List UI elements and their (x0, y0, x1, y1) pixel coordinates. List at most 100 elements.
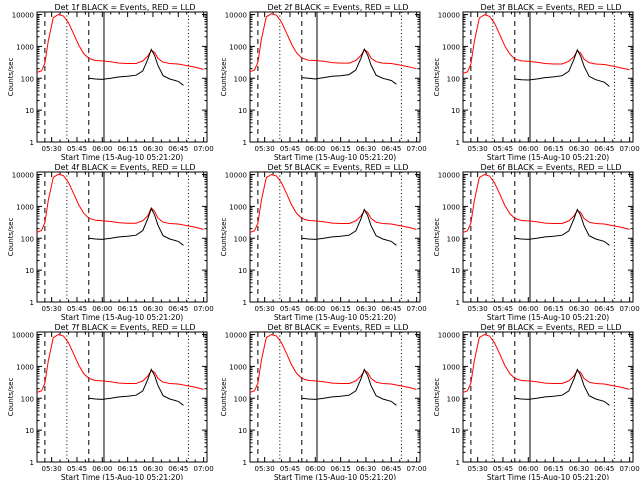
x-tick-label: 07:00 (194, 465, 214, 473)
y-tick-label: 1000 (229, 203, 247, 211)
x-axis-label: Start Time (15-Aug-10 05:21:20) (274, 153, 396, 162)
events-series-line (301, 208, 397, 246)
y-tick-label: 10000 (12, 172, 34, 180)
y-tick-label: 10 (451, 107, 460, 115)
x-tick-label: 05:30 (255, 465, 275, 473)
panel-title: Det 6f BLACK = Events, RED = LLD (480, 163, 621, 172)
x-tick-label: 05:30 (255, 305, 275, 313)
x-tick-label: 05:45 (67, 465, 87, 473)
y-axis-label: Counts/sec (220, 378, 228, 417)
x-axis-label: Start Time (15-Aug-10 05:21:20) (61, 473, 183, 480)
y-axis-label: Counts/sec (7, 58, 15, 97)
panel-det-7: Det 7f BLACK = Events, RED = LLD 1 10 100 10… (7, 323, 214, 482)
x-axis-label: Start Time (15-Aug-10 05:21:20) (274, 313, 396, 322)
panel-det-6: Det 6f BLACK = Events, RED = LLD 1 10 100 10… (433, 163, 640, 322)
events-series-line (514, 48, 610, 87)
x-tick-label: 06:15 (118, 465, 138, 473)
panel-det-5: Det 5f BLACK = Events, RED = LLD 1 10 100 10… (220, 163, 427, 322)
y-tick-label: 1 (30, 139, 34, 147)
y-tick-label: 1000 (16, 43, 34, 51)
x-tick-label: 06:45 (381, 465, 401, 473)
plot-frame (36, 11, 208, 143)
x-tick-label: 05:45 (280, 305, 300, 313)
x-tick-label: 07:00 (194, 145, 214, 153)
events-series-line (88, 368, 184, 406)
y-tick-label: 100 (234, 75, 247, 83)
x-axis-label: Start Time (15-Aug-10 05:21:20) (274, 473, 396, 480)
y-tick-label: 10000 (225, 12, 247, 20)
events-series-line (301, 368, 397, 406)
x-tick-label: 06:00 (92, 145, 112, 153)
panel-title: Det 9f BLACK = Events, RED = LLD (480, 323, 621, 332)
y-tick-label: 10000 (12, 12, 34, 20)
plot-frame (249, 11, 421, 143)
x-tick-label: 06:15 (544, 305, 564, 313)
x-tick-label: 06:45 (168, 305, 188, 313)
x-tick-label: 06:45 (168, 465, 188, 473)
y-tick-label: 10 (25, 427, 34, 435)
x-tick-label: 06:15 (331, 145, 351, 153)
y-tick-label: 100 (447, 395, 460, 403)
y-tick-label: 10000 (225, 172, 247, 180)
lld-series-line (249, 173, 417, 234)
y-tick-label: 10000 (12, 332, 34, 340)
plot-frame (36, 331, 208, 463)
x-tick-label: 05:45 (280, 465, 300, 473)
x-tick-label: 06:45 (168, 145, 188, 153)
x-axis-label: Start Time (15-Aug-10 05:21:20) (61, 313, 183, 322)
y-tick-label: 1 (243, 139, 247, 147)
x-axis-label: Start Time (15-Aug-10 05:21:20) (61, 153, 183, 162)
y-tick-label: 1 (243, 459, 247, 467)
plot-frame (36, 171, 208, 303)
x-tick-label: 06:30 (143, 465, 163, 473)
x-tick-label: 06:45 (594, 305, 614, 313)
lld-series-line (462, 14, 630, 75)
y-tick-label: 1000 (442, 43, 460, 51)
y-tick-label: 100 (234, 395, 247, 403)
y-tick-label: 100 (234, 235, 247, 243)
y-tick-label: 10 (238, 267, 247, 275)
x-tick-label: 07:00 (407, 305, 427, 313)
y-tick-label: 1000 (16, 363, 34, 371)
events-series-line (88, 207, 184, 246)
y-tick-label: 1 (30, 459, 34, 467)
x-tick-label: 05:30 (42, 305, 62, 313)
x-tick-label: 05:45 (493, 305, 513, 313)
panel-det-3: Det 3f BLACK = Events, RED = LLD 1 10 100 10… (433, 3, 640, 162)
panel-title: Det 5f BLACK = Events, RED = LLD (267, 163, 408, 172)
events-series-line (514, 368, 610, 406)
lld-series-line (249, 13, 417, 73)
x-tick-label: 05:45 (67, 305, 87, 313)
panel-title: Det 3f BLACK = Events, RED = LLD (480, 3, 621, 12)
x-tick-label: 06:15 (544, 145, 564, 153)
y-axis-label: Counts/sec (220, 218, 228, 257)
y-tick-label: 1000 (442, 363, 460, 371)
x-tick-label: 06:30 (569, 305, 589, 313)
y-tick-label: 1 (30, 299, 34, 307)
events-series-line (301, 47, 397, 85)
panel-title: Det 8f BLACK = Events, RED = LLD (267, 323, 408, 332)
x-tick-label: 06:15 (331, 305, 351, 313)
y-axis-label: Counts/sec (7, 378, 15, 417)
x-tick-label: 06:45 (381, 145, 401, 153)
x-tick-label: 06:30 (569, 145, 589, 153)
x-tick-label: 05:30 (468, 145, 488, 153)
x-tick-label: 06:30 (569, 465, 589, 473)
panel-det-1: Det 1f BLACK = Events, RED = LLD 1 10 100 10… (7, 3, 214, 162)
plot-frame (462, 171, 634, 303)
x-tick-label: 06:45 (594, 145, 614, 153)
y-axis-label: Counts/sec (433, 218, 441, 257)
x-tick-label: 05:30 (42, 465, 62, 473)
y-tick-label: 10000 (438, 172, 460, 180)
x-tick-label: 07:00 (407, 465, 427, 473)
y-tick-label: 100 (21, 395, 34, 403)
x-tick-label: 06:30 (143, 305, 163, 313)
plot-frame (249, 171, 421, 303)
x-tick-label: 06:00 (518, 305, 538, 313)
panel-title: Det 2f BLACK = Events, RED = LLD (267, 3, 408, 12)
y-tick-label: 1 (456, 299, 460, 307)
x-tick-label: 06:30 (356, 305, 376, 313)
x-tick-label: 05:30 (42, 145, 62, 153)
lld-series-line (36, 333, 204, 394)
